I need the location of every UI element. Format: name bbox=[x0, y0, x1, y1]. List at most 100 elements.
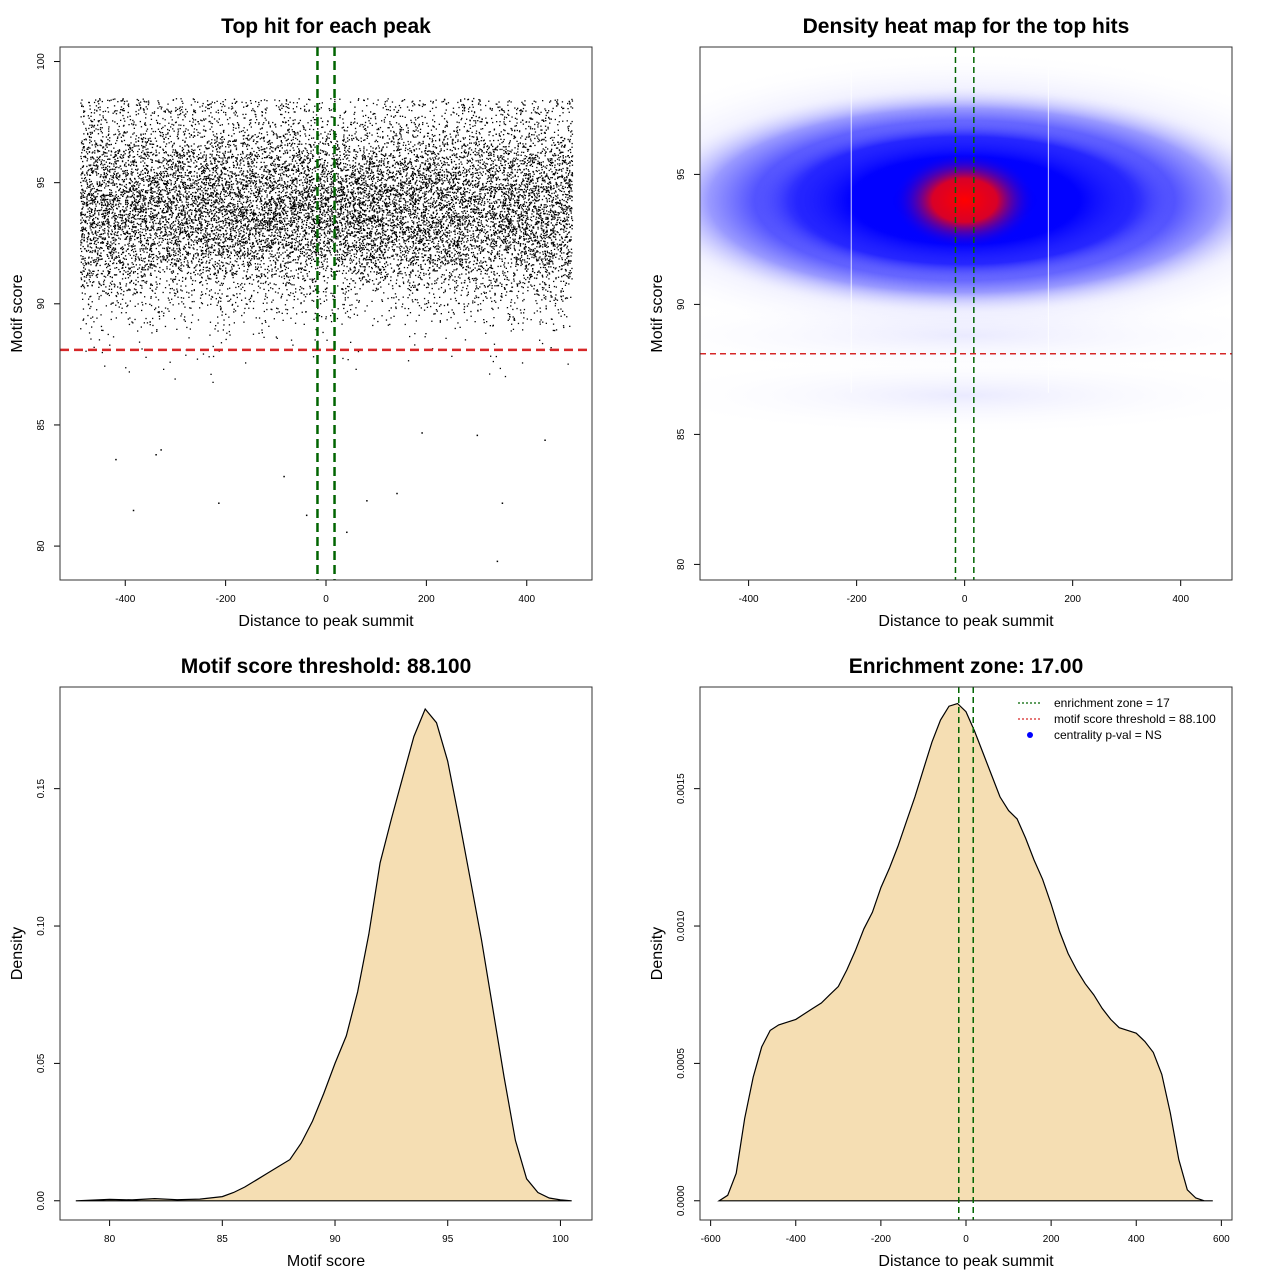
data-point bbox=[212, 381, 214, 383]
data-point bbox=[475, 285, 478, 287]
data-point bbox=[453, 197, 455, 199]
data-point bbox=[138, 341, 141, 343]
data-point bbox=[548, 262, 550, 264]
data-point bbox=[316, 238, 318, 240]
data-point bbox=[322, 268, 325, 270]
data-point bbox=[126, 232, 129, 234]
data-point bbox=[480, 188, 482, 191]
data-point bbox=[425, 254, 427, 256]
data-point bbox=[202, 196, 204, 198]
data-point bbox=[285, 140, 287, 142]
data-point bbox=[358, 231, 360, 233]
data-point bbox=[557, 147, 559, 149]
data-point bbox=[425, 286, 428, 289]
data-point bbox=[382, 107, 384, 109]
data-point bbox=[344, 293, 346, 295]
data-point bbox=[500, 187, 502, 189]
data-point bbox=[87, 170, 89, 172]
data-point bbox=[137, 229, 139, 231]
data-point bbox=[480, 270, 482, 273]
data-point bbox=[303, 277, 305, 280]
data-point bbox=[173, 236, 175, 238]
data-point bbox=[149, 197, 151, 199]
data-point bbox=[275, 284, 277, 286]
data-point bbox=[527, 173, 529, 176]
data-point bbox=[183, 114, 185, 116]
data-point bbox=[501, 191, 503, 193]
data-point bbox=[522, 205, 525, 207]
data-point bbox=[441, 261, 443, 263]
data-point bbox=[169, 238, 171, 240]
data-point bbox=[299, 239, 301, 242]
data-point bbox=[390, 186, 392, 189]
data-point bbox=[446, 218, 448, 221]
data-point bbox=[285, 167, 288, 169]
data-point bbox=[526, 218, 528, 220]
data-point bbox=[382, 254, 384, 256]
data-point bbox=[413, 149, 415, 151]
data-point bbox=[406, 239, 408, 241]
data-point bbox=[507, 188, 509, 190]
data-point bbox=[132, 189, 135, 191]
data-point bbox=[450, 259, 453, 261]
data-point bbox=[344, 237, 346, 239]
data-point bbox=[278, 165, 280, 167]
data-point bbox=[183, 319, 185, 321]
data-point bbox=[490, 253, 492, 256]
data-point bbox=[223, 162, 225, 164]
data-point bbox=[292, 123, 294, 125]
data-point bbox=[269, 245, 272, 247]
data-point bbox=[308, 183, 310, 185]
data-point bbox=[327, 277, 329, 279]
data-point bbox=[565, 236, 567, 238]
data-point bbox=[230, 227, 232, 229]
data-point bbox=[249, 209, 251, 211]
data-point bbox=[214, 182, 216, 184]
data-point bbox=[286, 217, 288, 220]
data-point bbox=[537, 190, 539, 192]
data-point bbox=[457, 257, 459, 259]
data-point bbox=[295, 188, 297, 190]
data-point bbox=[416, 179, 418, 182]
data-point bbox=[198, 217, 200, 219]
data-point bbox=[511, 231, 513, 233]
data-point bbox=[374, 140, 376, 143]
data-point bbox=[194, 217, 196, 219]
data-point bbox=[439, 237, 441, 239]
data-point bbox=[519, 245, 522, 247]
data-point bbox=[460, 265, 463, 267]
data-point bbox=[308, 212, 310, 215]
data-point bbox=[269, 176, 271, 178]
data-point bbox=[89, 181, 91, 183]
data-point bbox=[553, 187, 555, 189]
data-point bbox=[103, 204, 105, 207]
data-point bbox=[372, 258, 374, 260]
data-point bbox=[542, 211, 545, 213]
data-point bbox=[124, 225, 126, 227]
data-point bbox=[529, 159, 532, 161]
data-point bbox=[553, 248, 556, 250]
data-point bbox=[359, 200, 361, 202]
data-point bbox=[369, 230, 372, 232]
data-point bbox=[541, 179, 544, 182]
data-point bbox=[395, 238, 397, 240]
data-point bbox=[571, 252, 573, 254]
data-point bbox=[317, 168, 319, 171]
data-point bbox=[255, 101, 257, 103]
data-point bbox=[166, 280, 168, 282]
data-point bbox=[459, 186, 461, 189]
data-point bbox=[534, 293, 536, 295]
data-point bbox=[147, 242, 149, 245]
data-point bbox=[294, 160, 297, 162]
data-point bbox=[137, 213, 139, 215]
data-point bbox=[87, 273, 89, 275]
data-point bbox=[110, 225, 112, 227]
data-point bbox=[157, 222, 159, 225]
data-point bbox=[457, 242, 459, 244]
data-point bbox=[259, 201, 261, 203]
data-point bbox=[366, 149, 368, 151]
data-point bbox=[120, 168, 122, 170]
data-point bbox=[489, 266, 491, 269]
data-point bbox=[436, 310, 438, 312]
data-point bbox=[507, 262, 509, 264]
